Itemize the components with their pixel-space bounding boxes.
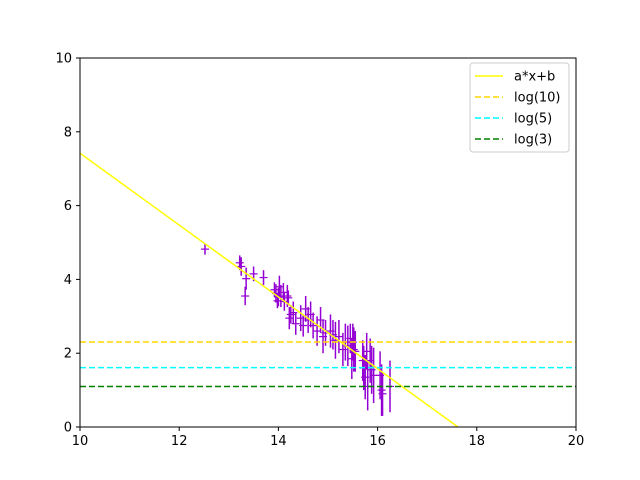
y-tick-label: 2 xyxy=(64,347,72,362)
x-tick-label: 14 xyxy=(270,434,287,449)
data-point xyxy=(235,255,244,271)
legend-label: log(5) xyxy=(514,112,552,127)
legend-label: log(3) xyxy=(514,133,552,148)
data-point xyxy=(309,312,318,339)
legend-box xyxy=(469,62,570,153)
data-point xyxy=(377,364,386,416)
x-tick-label: 18 xyxy=(469,434,486,449)
data-point xyxy=(285,307,294,330)
data-point xyxy=(279,283,288,302)
x-tick-label: 20 xyxy=(568,434,585,449)
x-tick-label: 10 xyxy=(72,434,89,449)
data-point xyxy=(313,316,322,346)
y-tick-label: 0 xyxy=(64,421,72,436)
y-tick-label: 10 xyxy=(55,52,72,67)
data-point xyxy=(291,312,300,335)
legend-label: log(10) xyxy=(514,91,561,106)
data-point xyxy=(275,275,284,298)
plot-area xyxy=(80,152,576,427)
data-point xyxy=(378,371,387,416)
x-tick-label: 16 xyxy=(369,434,386,449)
data-point xyxy=(237,257,246,276)
y-tick-label: 6 xyxy=(64,199,72,214)
data-point xyxy=(242,267,251,290)
data-point xyxy=(362,332,371,370)
data-point xyxy=(259,270,268,285)
axes: 10 12 14 16 18 20 0 2 4 6 8 10 xyxy=(55,52,584,450)
data-point xyxy=(241,286,250,306)
data-point xyxy=(299,314,308,337)
data-point xyxy=(200,243,209,255)
x-tick-label: 12 xyxy=(171,434,188,449)
data-point xyxy=(334,319,343,354)
y-tick-label: 4 xyxy=(64,273,72,288)
legend-label: a*x+b xyxy=(514,70,555,85)
legend: a*x+b log(10) log(5) log(3) xyxy=(469,62,570,153)
plot-frame xyxy=(79,57,577,428)
y-tick-label: 8 xyxy=(64,125,72,140)
data-point xyxy=(284,290,293,306)
series-line-0 xyxy=(80,152,459,427)
